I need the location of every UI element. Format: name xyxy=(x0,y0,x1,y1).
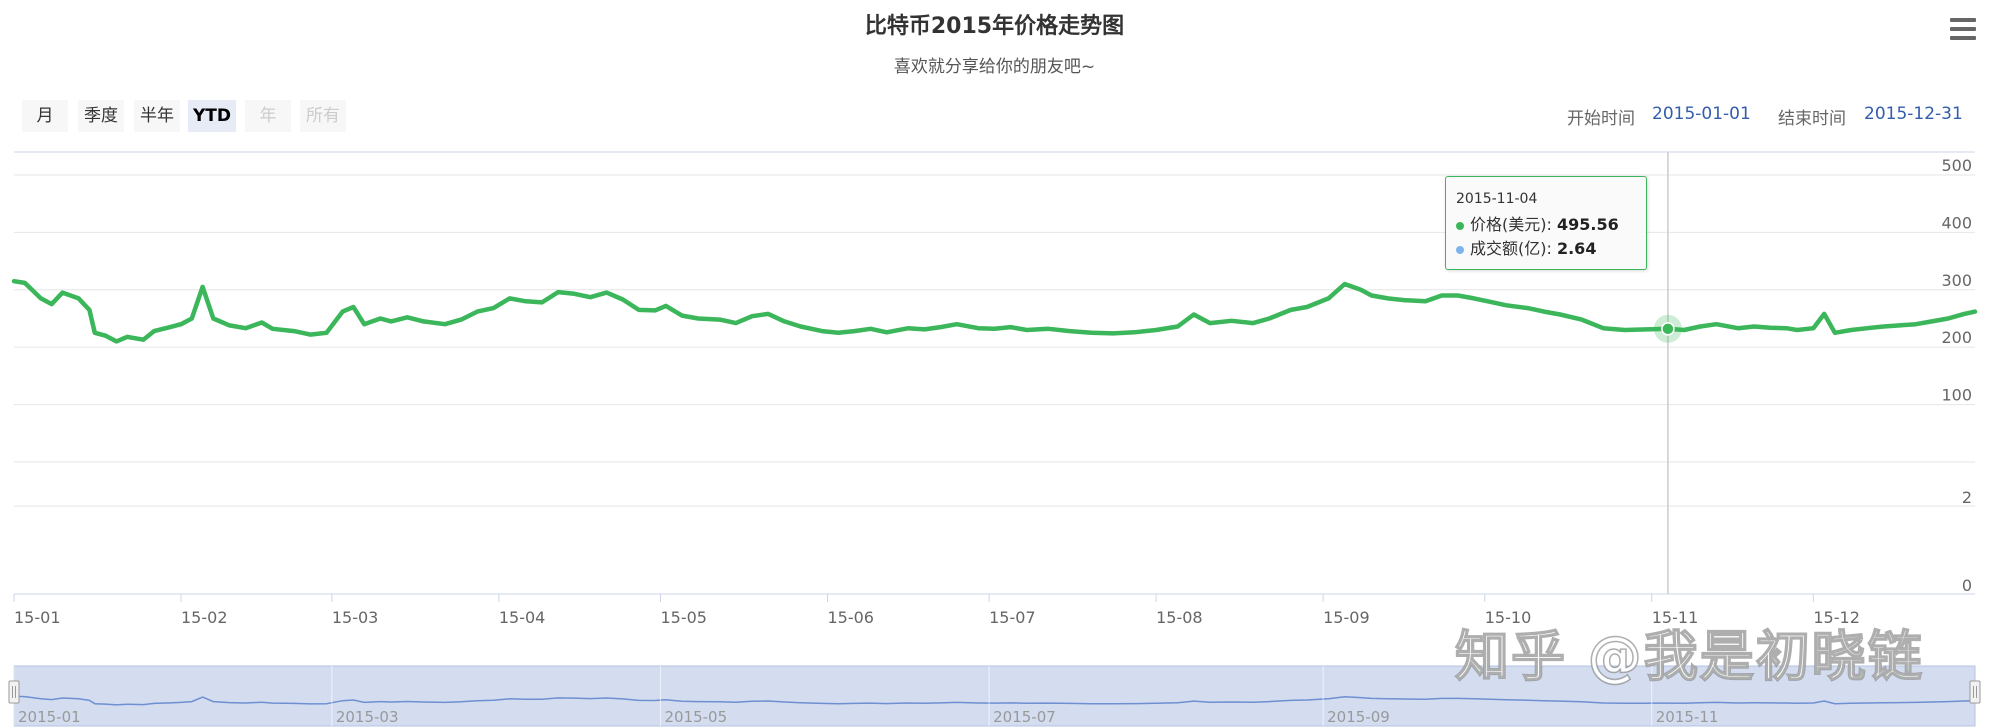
volume-dot-icon xyxy=(1456,245,1464,254)
start-time-input[interactable]: 2015-01-01 xyxy=(1652,104,1751,124)
x-tick-label-1: 15-02 xyxy=(181,608,228,627)
tooltip: 2015-11-04 价格(美元): 495.56 成交额(亿): 2.64 xyxy=(1445,176,1647,270)
chart-title: 比特币2015年价格走势图 xyxy=(864,14,1125,39)
navigator-tick-label-1: 2015-03 xyxy=(336,708,399,726)
tooltip-volume-value: 2.64 xyxy=(1556,239,1597,258)
navigator-tick-label-0: 2015-01 xyxy=(18,708,81,726)
range-button-quarter[interactable]: 季度 xyxy=(78,100,124,132)
x-tick-label-10: 15-11 xyxy=(1652,608,1699,627)
range-button-year: 年 xyxy=(245,100,291,132)
volume-tick-label-1: 2 xyxy=(1962,488,1972,507)
start-time-label: 开始时间 xyxy=(1567,109,1635,129)
x-tick-label-11: 15-12 xyxy=(1813,608,1860,627)
x-tick-label-6: 15-07 xyxy=(989,608,1035,627)
price-tick-label-3: 400 xyxy=(1941,213,1972,232)
x-tick-label-2: 15-03 xyxy=(332,608,379,627)
end-time-input[interactable]: 2015-12-31 xyxy=(1864,104,1963,124)
x-tick-label-3: 15-04 xyxy=(499,608,546,627)
navigator-mask xyxy=(13,665,1976,727)
x-tick-label-5: 15-06 xyxy=(827,608,874,627)
volume-tick-label-0: 0 xyxy=(1962,576,1972,595)
x-tick-label-4: 15-05 xyxy=(660,608,707,627)
navigator-tick-label-3: 2015-07 xyxy=(993,708,1056,726)
tooltip-volume-label: 成交额(亿): xyxy=(1470,239,1557,258)
hover-marker xyxy=(1661,322,1675,336)
tooltip-price-label: 价格(美元): xyxy=(1470,215,1557,234)
navigator-handle-right[interactable] xyxy=(1969,680,1981,704)
tooltip-date: 2015-11-04 xyxy=(1456,191,1538,207)
navigator-handle-left[interactable] xyxy=(8,680,20,704)
navigator-tick-label-4: 2015-09 xyxy=(1327,708,1390,726)
x-tick-label-0: 15-01 xyxy=(14,608,61,627)
x-tick-label-7: 15-08 xyxy=(1156,608,1203,627)
price-tick-label-2: 300 xyxy=(1941,271,1972,290)
navigator-tick-label-5: 2015-11 xyxy=(1656,708,1719,726)
menu-icon[interactable] xyxy=(1950,18,1976,40)
range-button-month[interactable]: 月 xyxy=(22,100,68,132)
x-tick-label-9: 15-10 xyxy=(1485,608,1532,627)
chart-subtitle: 喜欢就分享给你的朋友吧~ xyxy=(893,57,1096,77)
price-tick-label-4: 500 xyxy=(1941,156,1972,175)
price-dot-icon xyxy=(1456,221,1464,230)
watermark: 知乎 @我是初晓链 xyxy=(1454,624,1924,689)
price-tick-label-1: 200 xyxy=(1941,328,1972,347)
range-button-all: 所有 xyxy=(300,100,346,132)
x-tick-label-8: 15-09 xyxy=(1323,608,1370,627)
range-button-ytd[interactable]: YTD xyxy=(188,100,236,132)
tooltip-volume-row: 成交额(亿): 2.64 xyxy=(1456,235,1596,259)
tooltip-price-value: 495.56 xyxy=(1556,215,1619,234)
price-tick-label-0: 100 xyxy=(1941,386,1972,405)
end-time-label: 结束时间 xyxy=(1778,109,1846,129)
navigator-tick-label-2: 2015-05 xyxy=(664,708,727,726)
range-button-halfyear[interactable]: 半年 xyxy=(134,100,180,132)
tooltip-price-row: 价格(美元): 495.56 xyxy=(1456,211,1619,235)
navigator-series-line xyxy=(13,695,1976,706)
